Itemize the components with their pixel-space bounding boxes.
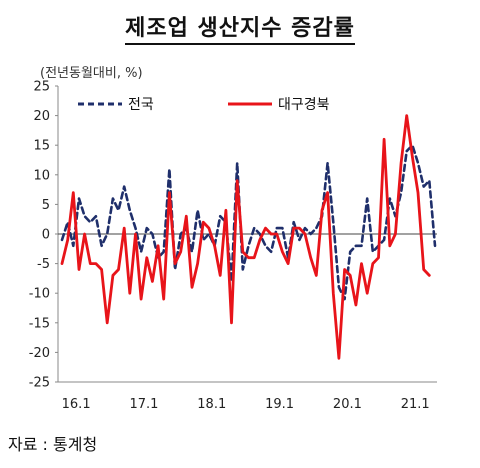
y-tick-label: 10 (33, 168, 50, 183)
y-tick-label: 20 (33, 109, 50, 124)
x-tick-label: 16.1 (62, 397, 91, 412)
source-note: 자료 : 통계청 (8, 435, 98, 454)
plot-area: 25 20 15 10 5 0 -5 -10 -15 -20 -25 16.1 17.1 18.1 19.1… (29, 80, 437, 412)
y-tick-label: -25 (29, 376, 50, 391)
series-line-national (60, 143, 437, 301)
x-tick-label: 17.1 (129, 397, 158, 412)
y-tick-label: 5 (42, 198, 50, 213)
chart-title: 제조업 생산지수 증감률 (0, 10, 480, 45)
x-tick-label: 18.1 (197, 397, 226, 412)
y-tick-label: 15 (33, 139, 50, 154)
legend-label-daegu-gyeongbuk: 대구경북 (278, 97, 330, 113)
series-line-daegu-gyeongbuk (60, 114, 431, 360)
y-tick-label: 0 (42, 228, 50, 243)
x-tick-label: 20.1 (333, 397, 362, 412)
y-tick-label: -15 (29, 316, 50, 331)
x-tick-label: 21.1 (401, 397, 430, 412)
y-axis-unit-label: (전년동월대비, %) (40, 66, 143, 81)
y-tick-label: -20 (29, 346, 50, 361)
y-tick-label: 25 (33, 80, 50, 95)
legend-label-national: 전국 (128, 97, 154, 113)
y-tick-label: -5 (37, 257, 50, 272)
x-tick-label: 19.1 (265, 397, 294, 412)
y-tick-label: -10 (29, 287, 50, 302)
